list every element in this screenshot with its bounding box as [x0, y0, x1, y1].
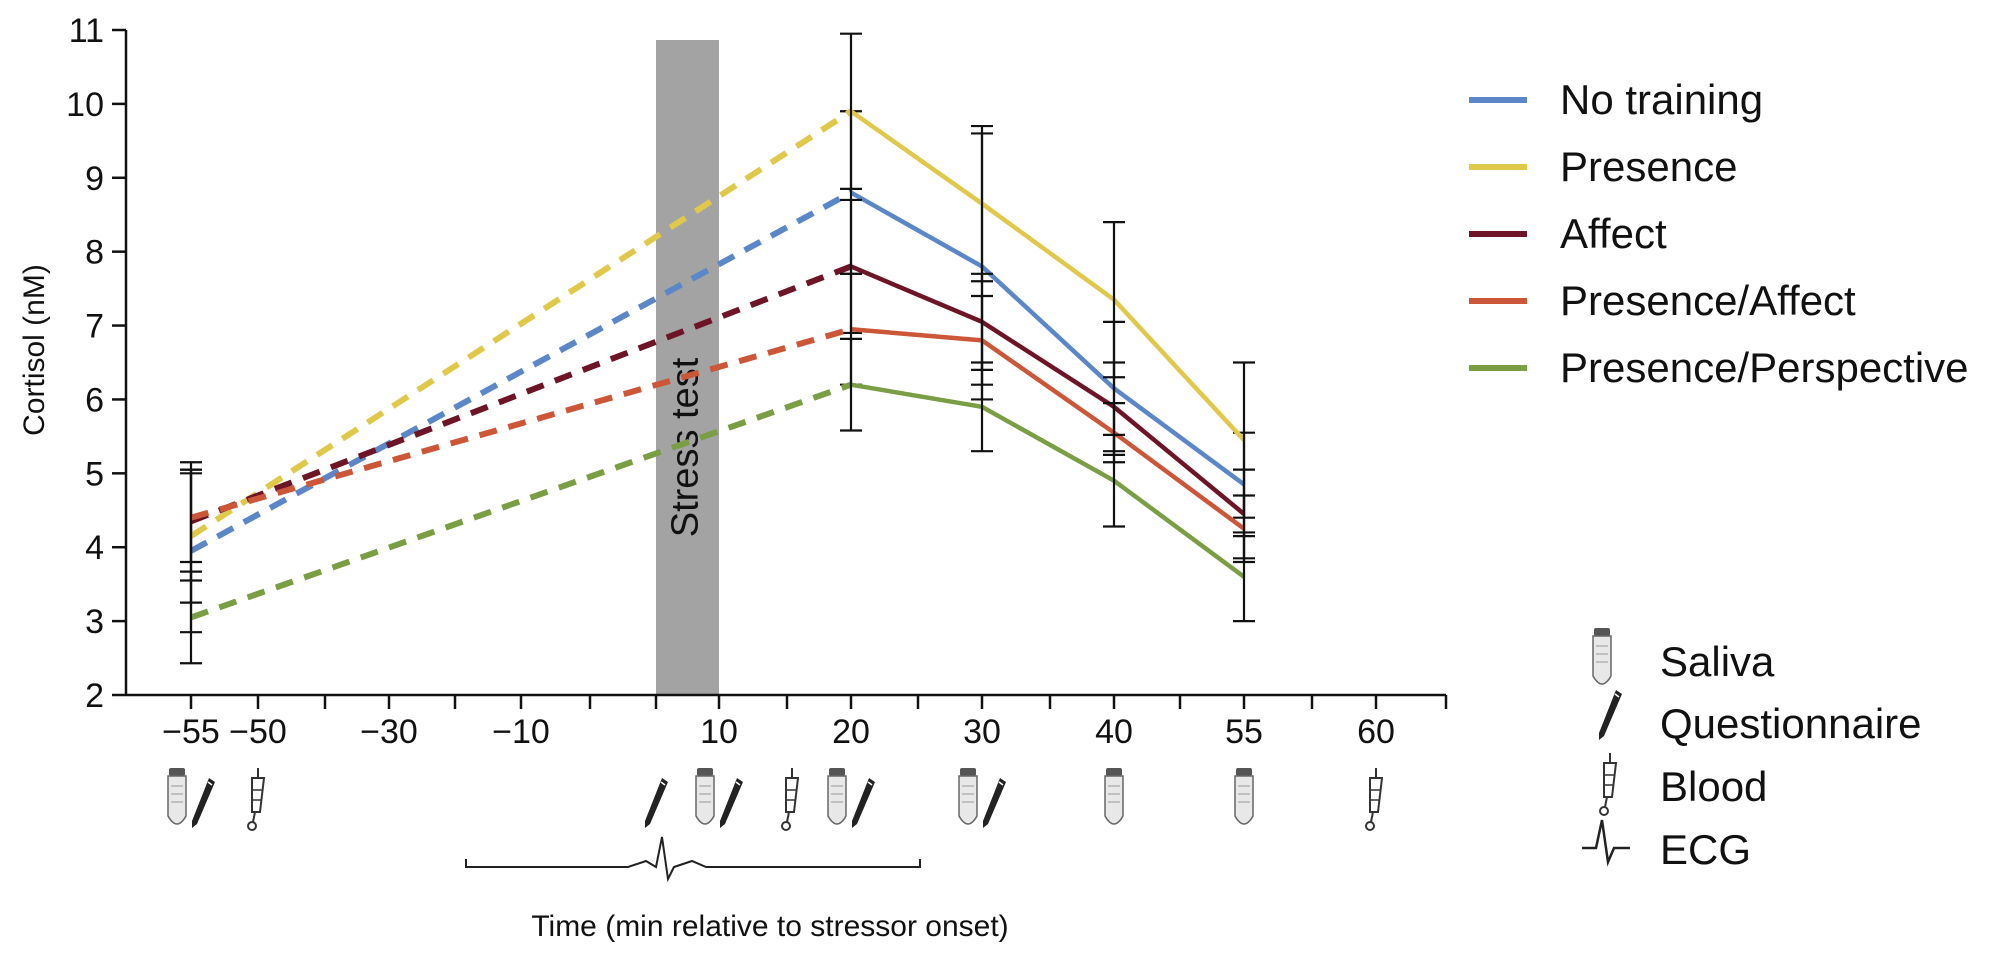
error-bar	[1103, 433, 1125, 528]
error-bar	[971, 124, 993, 283]
saliva-icon	[1234, 767, 1254, 825]
x-tick-label: −30	[360, 713, 418, 751]
y-tick-label: 5	[85, 455, 104, 493]
series-solid-line	[850, 327, 1246, 531]
sampling-legend-label: ECG	[1660, 826, 1751, 873]
legend-label: Affect	[1560, 210, 1667, 257]
sampling-legend: Saliva Questionnaire Blood ECG	[1582, 627, 1922, 873]
x-tick-label: 55	[1225, 713, 1263, 751]
questionnaire-icon	[644, 777, 669, 829]
saliva-icon	[958, 767, 978, 825]
error-bar	[180, 570, 202, 665]
saliva-icon	[695, 767, 715, 825]
saliva-icon	[1592, 627, 1612, 685]
series-affect	[189, 263, 1246, 525]
sampling-legend-label: Questionnaire	[1660, 700, 1922, 747]
blood-icon	[247, 767, 265, 831]
series-dashed-line	[189, 263, 853, 525]
questionnaire-icon	[982, 777, 1007, 829]
y-tick-label: 8	[85, 234, 104, 272]
legend-label: Presence	[1560, 143, 1737, 190]
stress-test-band	[656, 40, 719, 695]
y-tick-label: 11	[69, 12, 104, 50]
y-tick-label: 10	[66, 86, 104, 124]
blood-icon	[781, 767, 799, 831]
series-solid-line	[850, 264, 1246, 516]
x-axis-label: Time (min relative to stressor onset)	[531, 910, 1008, 943]
ecg-span	[465, 836, 921, 883]
series-presence-perspective	[190, 381, 1246, 621]
series-presence-affect	[190, 326, 1246, 531]
series-dashed-line	[189, 189, 853, 554]
stress-test-label: Stress test	[665, 357, 707, 537]
saliva-icon	[167, 767, 187, 825]
series-solid-line	[849, 109, 1246, 442]
x-tick-label: 20	[832, 713, 870, 751]
legend-label: Presence/Affect	[1560, 277, 1856, 324]
y-tick-label: 6	[85, 381, 104, 419]
y-tick-label: 3	[85, 603, 104, 641]
error-bar	[840, 337, 862, 432]
sampling-legend-label: Blood	[1660, 763, 1767, 810]
questionnaire-icon	[191, 777, 216, 829]
y-axis-label: Cortisol (nM)	[18, 264, 51, 436]
series-dashed-line	[190, 326, 852, 521]
error-bar	[180, 472, 202, 564]
y-tick-label: 4	[85, 529, 104, 567]
ecg-icon	[1582, 819, 1630, 867]
legend: No training Presence Affect Presence/Affect…	[1469, 76, 1969, 391]
error-bar	[1233, 531, 1255, 623]
x-tick-label: 30	[963, 713, 1001, 751]
sampling-legend-label: Saliva	[1660, 638, 1775, 685]
questionnaire-icon	[851, 777, 876, 829]
legend-label: No training	[1560, 76, 1763, 123]
x-tick-label: −10	[492, 713, 550, 751]
series-no-training	[189, 189, 1246, 554]
ecg-icon	[465, 836, 921, 883]
series-dashed-line	[189, 108, 853, 539]
blood-icon	[1365, 767, 1383, 831]
series-solid-line	[849, 190, 1246, 487]
error-bar	[1103, 221, 1125, 379]
series-solid-line	[850, 382, 1246, 579]
sampling-icons-row	[167, 767, 1383, 883]
blood-icon	[1599, 752, 1617, 816]
x-tick-label: 10	[700, 713, 738, 751]
x-tick-label: −50	[229, 713, 287, 751]
series-presence	[189, 108, 1246, 539]
error-bar	[971, 361, 993, 453]
x-tick-label: −55	[162, 713, 220, 751]
saliva-icon	[827, 767, 847, 825]
x-tick-label: 60	[1357, 713, 1395, 751]
saliva-icon	[1104, 767, 1124, 825]
x-tick-label: 40	[1095, 713, 1133, 751]
series-dashed-line	[190, 381, 852, 621]
questionnaire-icon	[719, 777, 744, 829]
y-tick-label: 9	[85, 160, 104, 198]
questionnaire-icon	[1598, 689, 1623, 741]
error-bar	[840, 32, 862, 190]
y-tick-label: 2	[85, 677, 104, 715]
y-tick-label: 7	[85, 308, 104, 346]
legend-label: Presence/Perspective	[1560, 344, 1969, 391]
